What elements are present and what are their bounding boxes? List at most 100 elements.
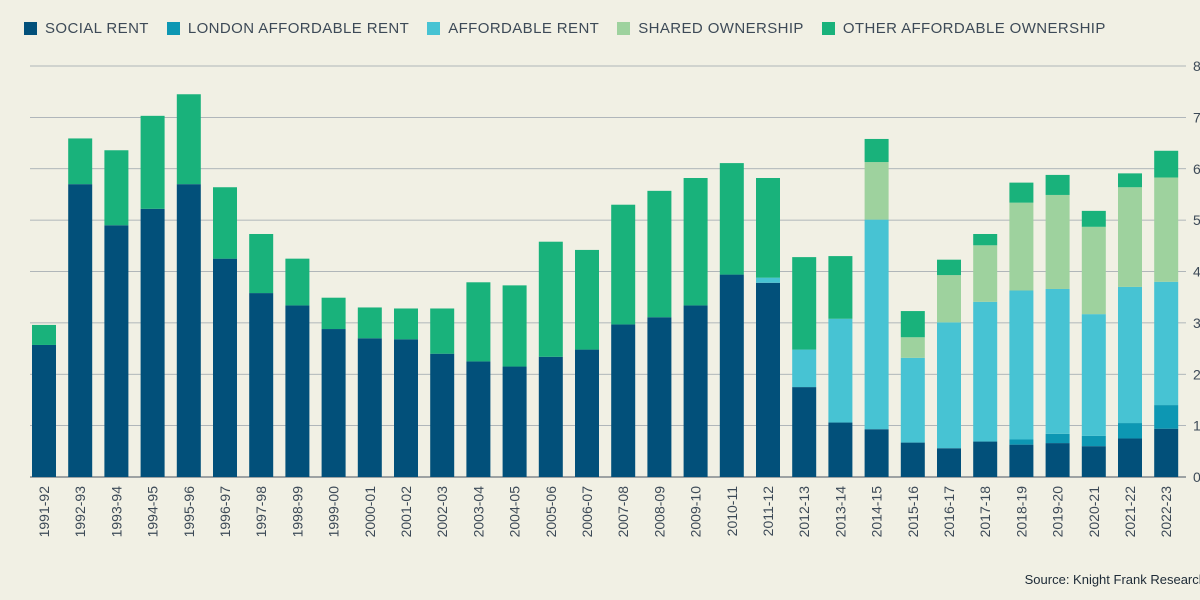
bar-shared-ownership-2017-18 (973, 245, 998, 302)
bar-other-affordable-ownership-1992-93 (68, 138, 93, 185)
legend-label: SOCIAL RENT (45, 19, 149, 37)
x-tick-label: 2016-17 (941, 486, 957, 538)
bar-social-rent-1995-96 (176, 184, 201, 477)
bar-london-affordable-rent-2021-22 (1118, 423, 1142, 439)
bar-affordable-rent-2019-20 (1045, 288, 1070, 434)
bar-other-affordable-ownership-2004-05 (502, 285, 527, 367)
bar-social-rent-1994-95 (140, 208, 165, 477)
bar-london-affordable-rent-2018-19 (1009, 439, 1034, 445)
bar-social-rent-2003-04 (466, 361, 491, 477)
bar-shared-ownership-2015-16 (900, 337, 925, 358)
bar-social-rent-1993-94 (104, 225, 129, 477)
x-tick-label: 1993-94 (108, 486, 124, 538)
y-tick-label: 1 (1193, 418, 1200, 434)
bar-other-affordable-ownership-2010-11 (719, 163, 744, 275)
bar-social-rent-2013-14 (828, 422, 853, 477)
bar-other-affordable-ownership-2005-06 (538, 241, 563, 357)
bar-affordable-rent-2011-12 (756, 277, 780, 283)
bar-other-affordable-ownership-2007-08 (611, 204, 636, 325)
x-tick-label: 2015-16 (905, 486, 921, 538)
x-tick-label: 2009-10 (688, 486, 704, 538)
bar-affordable-rent-2014-15 (864, 219, 889, 430)
bar-social-rent-2022-23 (1154, 428, 1179, 477)
bar-other-affordable-ownership-1995-96 (176, 94, 201, 185)
legend-item-affordable-rent: AFFORDABLE RENT (427, 20, 599, 37)
bar-affordable-rent-2017-18 (973, 301, 998, 442)
y-tick-label: 5 (1193, 212, 1200, 228)
x-tick-label: 2019-20 (1050, 486, 1066, 538)
bar-social-rent-1997-98 (249, 293, 274, 477)
bar-social-rent-2006-07 (575, 349, 599, 477)
bar-social-rent-2020-21 (1081, 446, 1106, 477)
legend-item-shared-ownership: SHARED OWNERSHIP (617, 20, 804, 37)
bar-other-affordable-ownership-1994-95 (140, 115, 165, 209)
source-note: Source: Knight Frank Research (1024, 572, 1200, 587)
legend-swatch (166, 21, 180, 35)
bar-other-affordable-ownership-1991-92 (32, 324, 56, 345)
bar-other-affordable-ownership-2008-09 (647, 190, 672, 318)
bar-other-affordable-ownership-2012-13 (792, 257, 817, 350)
bar-other-affordable-ownership-2016-17 (937, 259, 961, 276)
bar-social-rent-2014-15 (864, 429, 889, 477)
y-tick-label: 8 (1193, 58, 1200, 74)
y-tick-label: 0 (1193, 469, 1200, 485)
bar-other-affordable-ownership-2001-02 (394, 308, 418, 340)
bar-affordable-rent-2020-21 (1081, 314, 1106, 436)
bar-social-rent-2002-03 (430, 353, 455, 477)
bar-social-rent-2017-18 (973, 441, 998, 477)
x-tick-label: 2021-22 (1122, 486, 1138, 538)
bar-other-affordable-ownership-2014-15 (864, 138, 889, 163)
bar-affordable-rent-2015-16 (900, 357, 925, 443)
bar-shared-ownership-2019-20 (1045, 194, 1070, 289)
bar-affordable-rent-2016-17 (937, 322, 961, 449)
x-tick-label: 1998-99 (289, 486, 305, 538)
x-tick-label: 2003-04 (470, 486, 486, 538)
x-tick-label: 2007-08 (615, 486, 631, 538)
bar-other-affordable-ownership-1993-94 (104, 150, 129, 226)
bar-social-rent-2001-02 (394, 339, 418, 477)
bar-social-rent-1998-99 (285, 305, 310, 477)
bar-affordable-rent-2022-23 (1154, 281, 1179, 406)
bar-social-rent-2008-09 (647, 317, 672, 477)
bar-social-rent-2018-19 (1009, 444, 1034, 477)
x-tick-label: 2011-12 (760, 486, 776, 537)
bar-affordable-rent-2013-14 (828, 318, 853, 423)
legend-swatch (24, 21, 37, 35)
x-tick-label: 2002-03 (434, 486, 450, 538)
x-tick-label: 1999-00 (326, 486, 342, 538)
legend-swatch (427, 21, 441, 35)
x-tick-label: 2004-05 (507, 486, 523, 538)
bar-other-affordable-ownership-1998-99 (285, 258, 310, 306)
x-tick-label: 1996-97 (217, 486, 233, 538)
bar-social-rent-2009-10 (683, 305, 708, 477)
x-tick-label: 2017-18 (977, 486, 993, 538)
y-tick-label: 4 (1193, 264, 1200, 280)
bar-social-rent-1999-00 (321, 329, 346, 477)
bar-social-rent-2004-05 (502, 366, 527, 477)
bar-social-rent-2007-08 (611, 324, 636, 477)
chart-legend: SOCIAL RENT LONDON AFFORDABLE RENT AFFORDA… (24, 16, 1106, 40)
bar-london-affordable-rent-2020-21 (1081, 435, 1106, 447)
bar-social-rent-2019-20 (1045, 443, 1070, 477)
x-tick-label: 1991-92 (36, 486, 52, 538)
bar-shared-ownership-2018-19 (1009, 202, 1034, 291)
x-tick-label: 2000-01 (362, 486, 378, 538)
bar-other-affordable-ownership-2021-22 (1118, 173, 1142, 188)
legend-label: LONDON AFFORDABLE RENT (187, 19, 410, 37)
legend-item-social-rent: SOCIAL RENT (24, 20, 149, 37)
bar-other-affordable-ownership-2009-10 (683, 177, 708, 306)
legend-label: AFFORDABLE RENT (448, 19, 600, 37)
x-tick-label: 1994-95 (145, 486, 161, 538)
x-tick-label: 2005-06 (543, 486, 559, 538)
bar-social-rent-2011-12 (756, 282, 780, 477)
bar-other-affordable-ownership-2022-23 (1154, 150, 1179, 178)
bar-shared-ownership-2016-17 (937, 275, 961, 323)
bar-other-affordable-ownership-1996-97 (213, 187, 237, 259)
bar-shared-ownership-2020-21 (1081, 226, 1106, 315)
y-tick-label: 2 (1193, 366, 1200, 382)
x-tick-label: 1997-98 (253, 486, 269, 538)
bar-social-rent-2015-16 (900, 442, 925, 477)
bar-social-rent-1991-92 (32, 344, 56, 477)
bar-affordable-rent-2012-13 (792, 349, 817, 388)
x-tick-label: 2012-13 (796, 486, 812, 538)
